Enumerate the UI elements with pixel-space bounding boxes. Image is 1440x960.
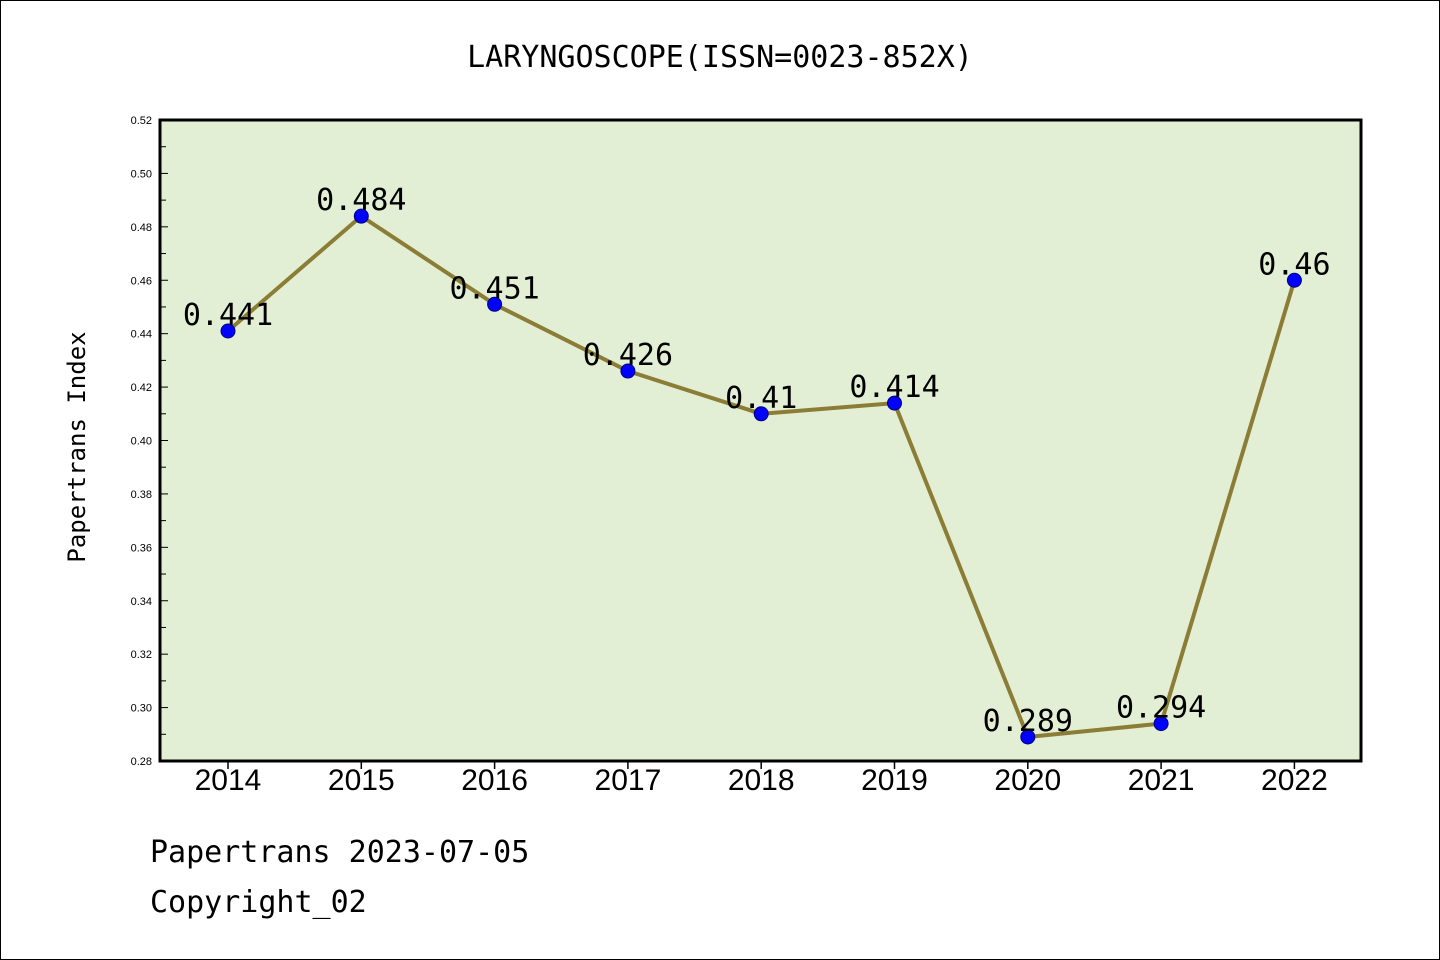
data-point-2016 <box>487 296 503 312</box>
x-tick-label: 2014 <box>195 764 262 797</box>
y-tick-label: 0.30 <box>131 703 152 715</box>
data-label: 0.41 <box>725 381 797 416</box>
y-tick-label: 0.46 <box>131 275 152 287</box>
y-tick-label: 0.44 <box>131 329 152 341</box>
x-tick-label: 2019 <box>861 764 928 797</box>
y-tick-label: 0.38 <box>131 489 152 501</box>
data-label: 0.289 <box>983 704 1073 739</box>
data-point-2015 <box>353 208 369 224</box>
x-tick-label: 2020 <box>994 764 1061 797</box>
y-tick-label: 0.48 <box>131 222 152 234</box>
data-label: 0.441 <box>183 298 273 333</box>
chart-title: LARYNGOSCOPE(ISSN=0023-852X) <box>467 40 973 75</box>
x-axis-ticks: 2014 2015 2016 2017 2018 2019 2020 2021 2022 <box>195 761 1328 797</box>
x-tick-label: 2015 <box>328 764 395 797</box>
x-tick-label: 2017 <box>595 764 662 797</box>
data-labels: 0.441 0.484 0.451 0.426 0.41 0.414 0.289 0.294 0… <box>183 183 1331 739</box>
data-label: 0.451 <box>449 271 539 306</box>
data-label: 0.46 <box>1258 247 1330 282</box>
data-point-2019 <box>887 395 902 411</box>
footer-copyright: Copyright_02 <box>150 885 367 920</box>
y-tick-label: 0.28 <box>131 756 152 768</box>
y-axis-ticks: 0.28 0.30 0.32 0.34 0.36 0.38 0.40 0.42 0.44 0.46… <box>131 115 168 768</box>
y-tick-label: 0.36 <box>131 542 152 554</box>
y-tick-label: 0.40 <box>131 436 152 448</box>
data-label: 0.414 <box>849 370 939 405</box>
y-axis-label: Papertrans Index <box>63 331 91 562</box>
plot-area <box>158 118 1363 763</box>
x-tick-label: 2016 <box>461 764 528 797</box>
data-point-2020 <box>1020 729 1036 745</box>
y-tick-label: 0.34 <box>131 596 152 608</box>
x-tick-label: 2021 <box>1128 764 1195 797</box>
data-label: 0.294 <box>1116 691 1206 726</box>
series-papertrans-index <box>220 208 1302 745</box>
y-tick-label: 0.42 <box>131 382 152 394</box>
x-tick-label: 2022 <box>1261 764 1328 797</box>
y-tick-label: 0.52 <box>131 115 152 127</box>
data-point-2018 <box>753 406 769 422</box>
data-point-2021 <box>1153 716 1169 732</box>
data-point-2017 <box>620 363 636 379</box>
y-tick-label: 0.50 <box>131 168 152 180</box>
data-point-2014 <box>220 323 236 339</box>
data-point-2022 <box>1286 272 1302 288</box>
footer-date: Papertrans 2023-07-05 <box>150 835 530 870</box>
y-tick-label: 0.32 <box>131 649 152 661</box>
x-tick-label: 2018 <box>728 764 795 797</box>
data-label: 0.484 <box>316 183 406 218</box>
data-label: 0.426 <box>583 338 673 373</box>
